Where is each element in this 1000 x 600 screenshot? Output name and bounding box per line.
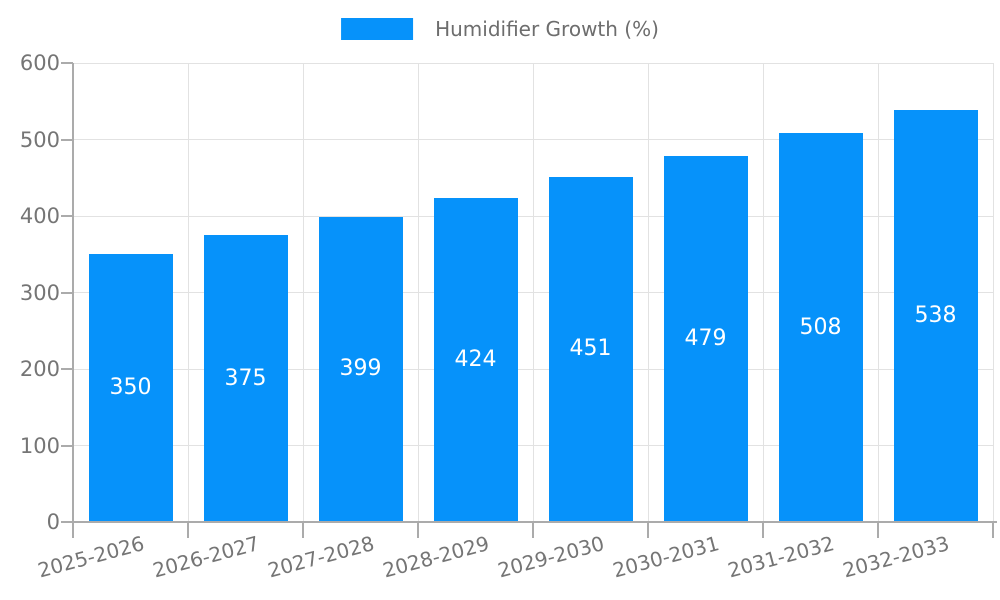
- y-axis-label: 400: [19, 204, 60, 228]
- x-gridline: [417, 63, 419, 522]
- bar-2030-2031[interactable]: [663, 155, 748, 522]
- x-gridline: [762, 63, 764, 522]
- legend-item[interactable]: Humidifier Growth (%): [341, 17, 659, 41]
- bar-2029-2030[interactable]: [548, 176, 633, 522]
- y-axis-label: 200: [19, 357, 60, 381]
- bar-2025-2026[interactable]: [88, 254, 173, 522]
- x-gridline: [877, 63, 879, 522]
- bar-value-label: 451: [569, 336, 612, 362]
- bar-value-label: 424: [454, 346, 497, 372]
- y-axis-label: 0: [46, 510, 60, 534]
- y-axis-tick: [61, 138, 73, 141]
- x-axis-tick: [417, 522, 419, 538]
- x-gridline: [647, 63, 649, 522]
- x-axis-tick: [72, 522, 74, 538]
- x-axis-tick: [762, 522, 764, 538]
- y-axis-tick: [61, 62, 73, 64]
- bar-2027-2028[interactable]: [318, 216, 403, 522]
- x-gridline: [532, 63, 534, 522]
- x-axis-tick: [302, 522, 304, 538]
- y-axis-label: 100: [19, 433, 60, 458]
- y-axis-tick: [61, 291, 73, 294]
- x-gridline: [302, 63, 304, 522]
- y-axis-tick: [61, 444, 73, 447]
- bar-2032-2033[interactable]: [893, 110, 978, 522]
- y-axis-tick: [61, 521, 73, 523]
- bar-2028-2029[interactable]: [433, 197, 518, 522]
- y-axis-tick: [61, 368, 73, 370]
- y-axis-label: 500: [19, 127, 60, 152]
- legend-swatch: [341, 18, 414, 40]
- x-axis-tick: [187, 522, 189, 538]
- y-axis-line: [72, 63, 74, 524]
- bar-2031-2032[interactable]: [778, 133, 863, 522]
- bar-value-label: 538: [914, 303, 957, 329]
- x-axis-tick: [877, 522, 879, 538]
- bar-value-label: 508: [799, 314, 842, 340]
- x-axis-tick: [647, 522, 649, 538]
- bar-value-label: 350: [109, 375, 152, 401]
- bar-2026-2027[interactable]: [203, 235, 288, 522]
- y-axis-tick: [61, 215, 73, 217]
- x-axis-tick: [532, 522, 534, 538]
- legend-label: Humidifier Growth (%): [435, 17, 659, 41]
- bar-value-label: 375: [224, 365, 267, 391]
- bar-value-label: 479: [684, 325, 727, 351]
- y-axis-label: 300: [19, 280, 60, 305]
- x-gridline: [992, 63, 994, 522]
- x-gridline: [187, 63, 189, 522]
- x-axis-line: [73, 521, 997, 523]
- y-axis-label: 600: [19, 51, 60, 75]
- x-axis-tick: [992, 522, 994, 538]
- bar-value-label: 399: [339, 356, 382, 382]
